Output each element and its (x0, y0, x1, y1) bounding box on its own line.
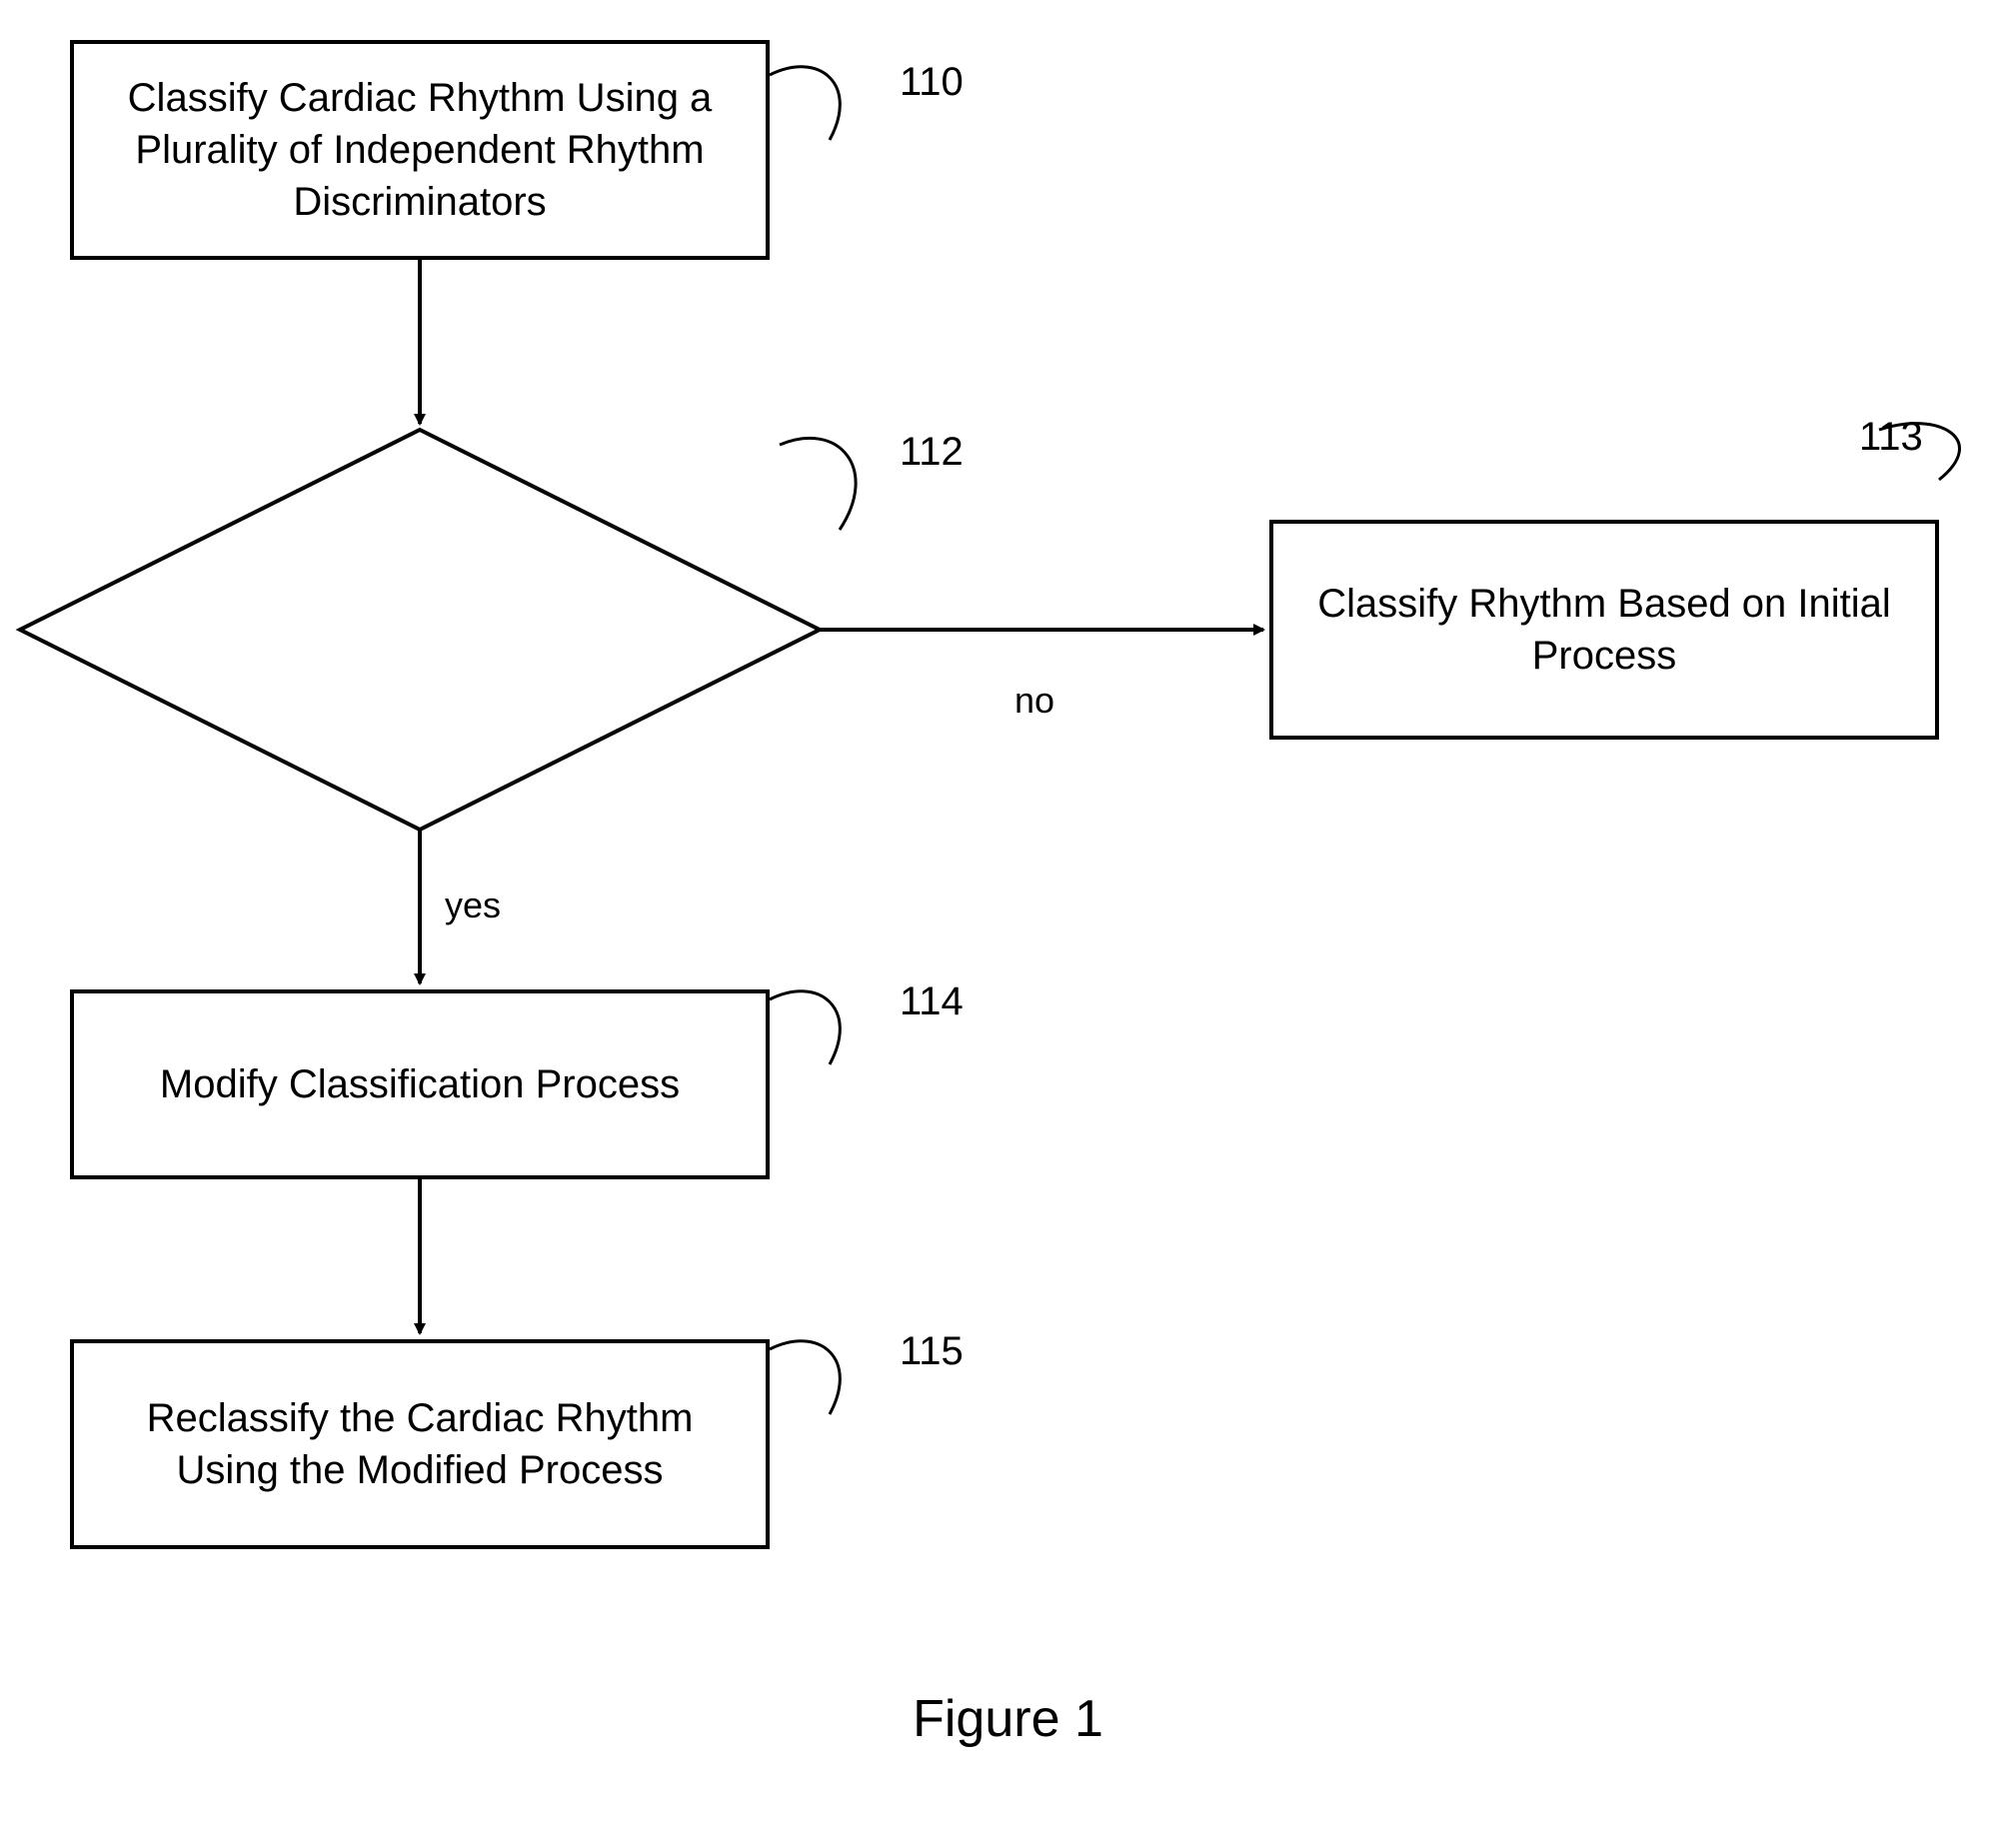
process-box-modify-text: Modify Classification Process (140, 1058, 700, 1110)
process-box-classify-initial: Classify Cardiac Rhythm Using a Pluralit… (70, 40, 770, 260)
ref-label-114: 114 (900, 979, 964, 1024)
process-box-reclassify: Reclassify the Cardiac Rhythm Using the … (70, 1339, 770, 1549)
ref-curve-110 (770, 67, 840, 140)
figure-label: Figure 1 (0, 1689, 2016, 1749)
flowchart-svg-overlay (0, 0, 2016, 1825)
process-box-classify-based-initial-text: Classify Rhythm Based on Initial Process (1273, 578, 1935, 682)
ref-label-115: 115 (900, 1329, 964, 1374)
edge-label-yes: yes (445, 885, 501, 926)
edge-label-no: no (1014, 680, 1054, 722)
process-box-classify-based-initial: Classify Rhythm Based on Initial Process (1269, 520, 1939, 740)
ref-label-113: 113 (1859, 415, 1923, 460)
process-box-reclassify-text: Reclassify the Cardiac Rhythm Using the … (74, 1392, 766, 1496)
ref-label-110: 110 (900, 60, 964, 105)
process-box-modify: Modify Classification Process (70, 989, 770, 1179)
decision-diamond-text: Classification Enhancement Required/Desi… (180, 570, 700, 726)
process-box-classify-initial-text: Classify Cardiac Rhythm Using a Pluralit… (74, 72, 766, 228)
ref-curve-112 (780, 438, 856, 530)
ref-curve-114 (770, 991, 840, 1064)
ref-label-112: 112 (900, 430, 964, 475)
ref-curve-115 (770, 1341, 840, 1414)
